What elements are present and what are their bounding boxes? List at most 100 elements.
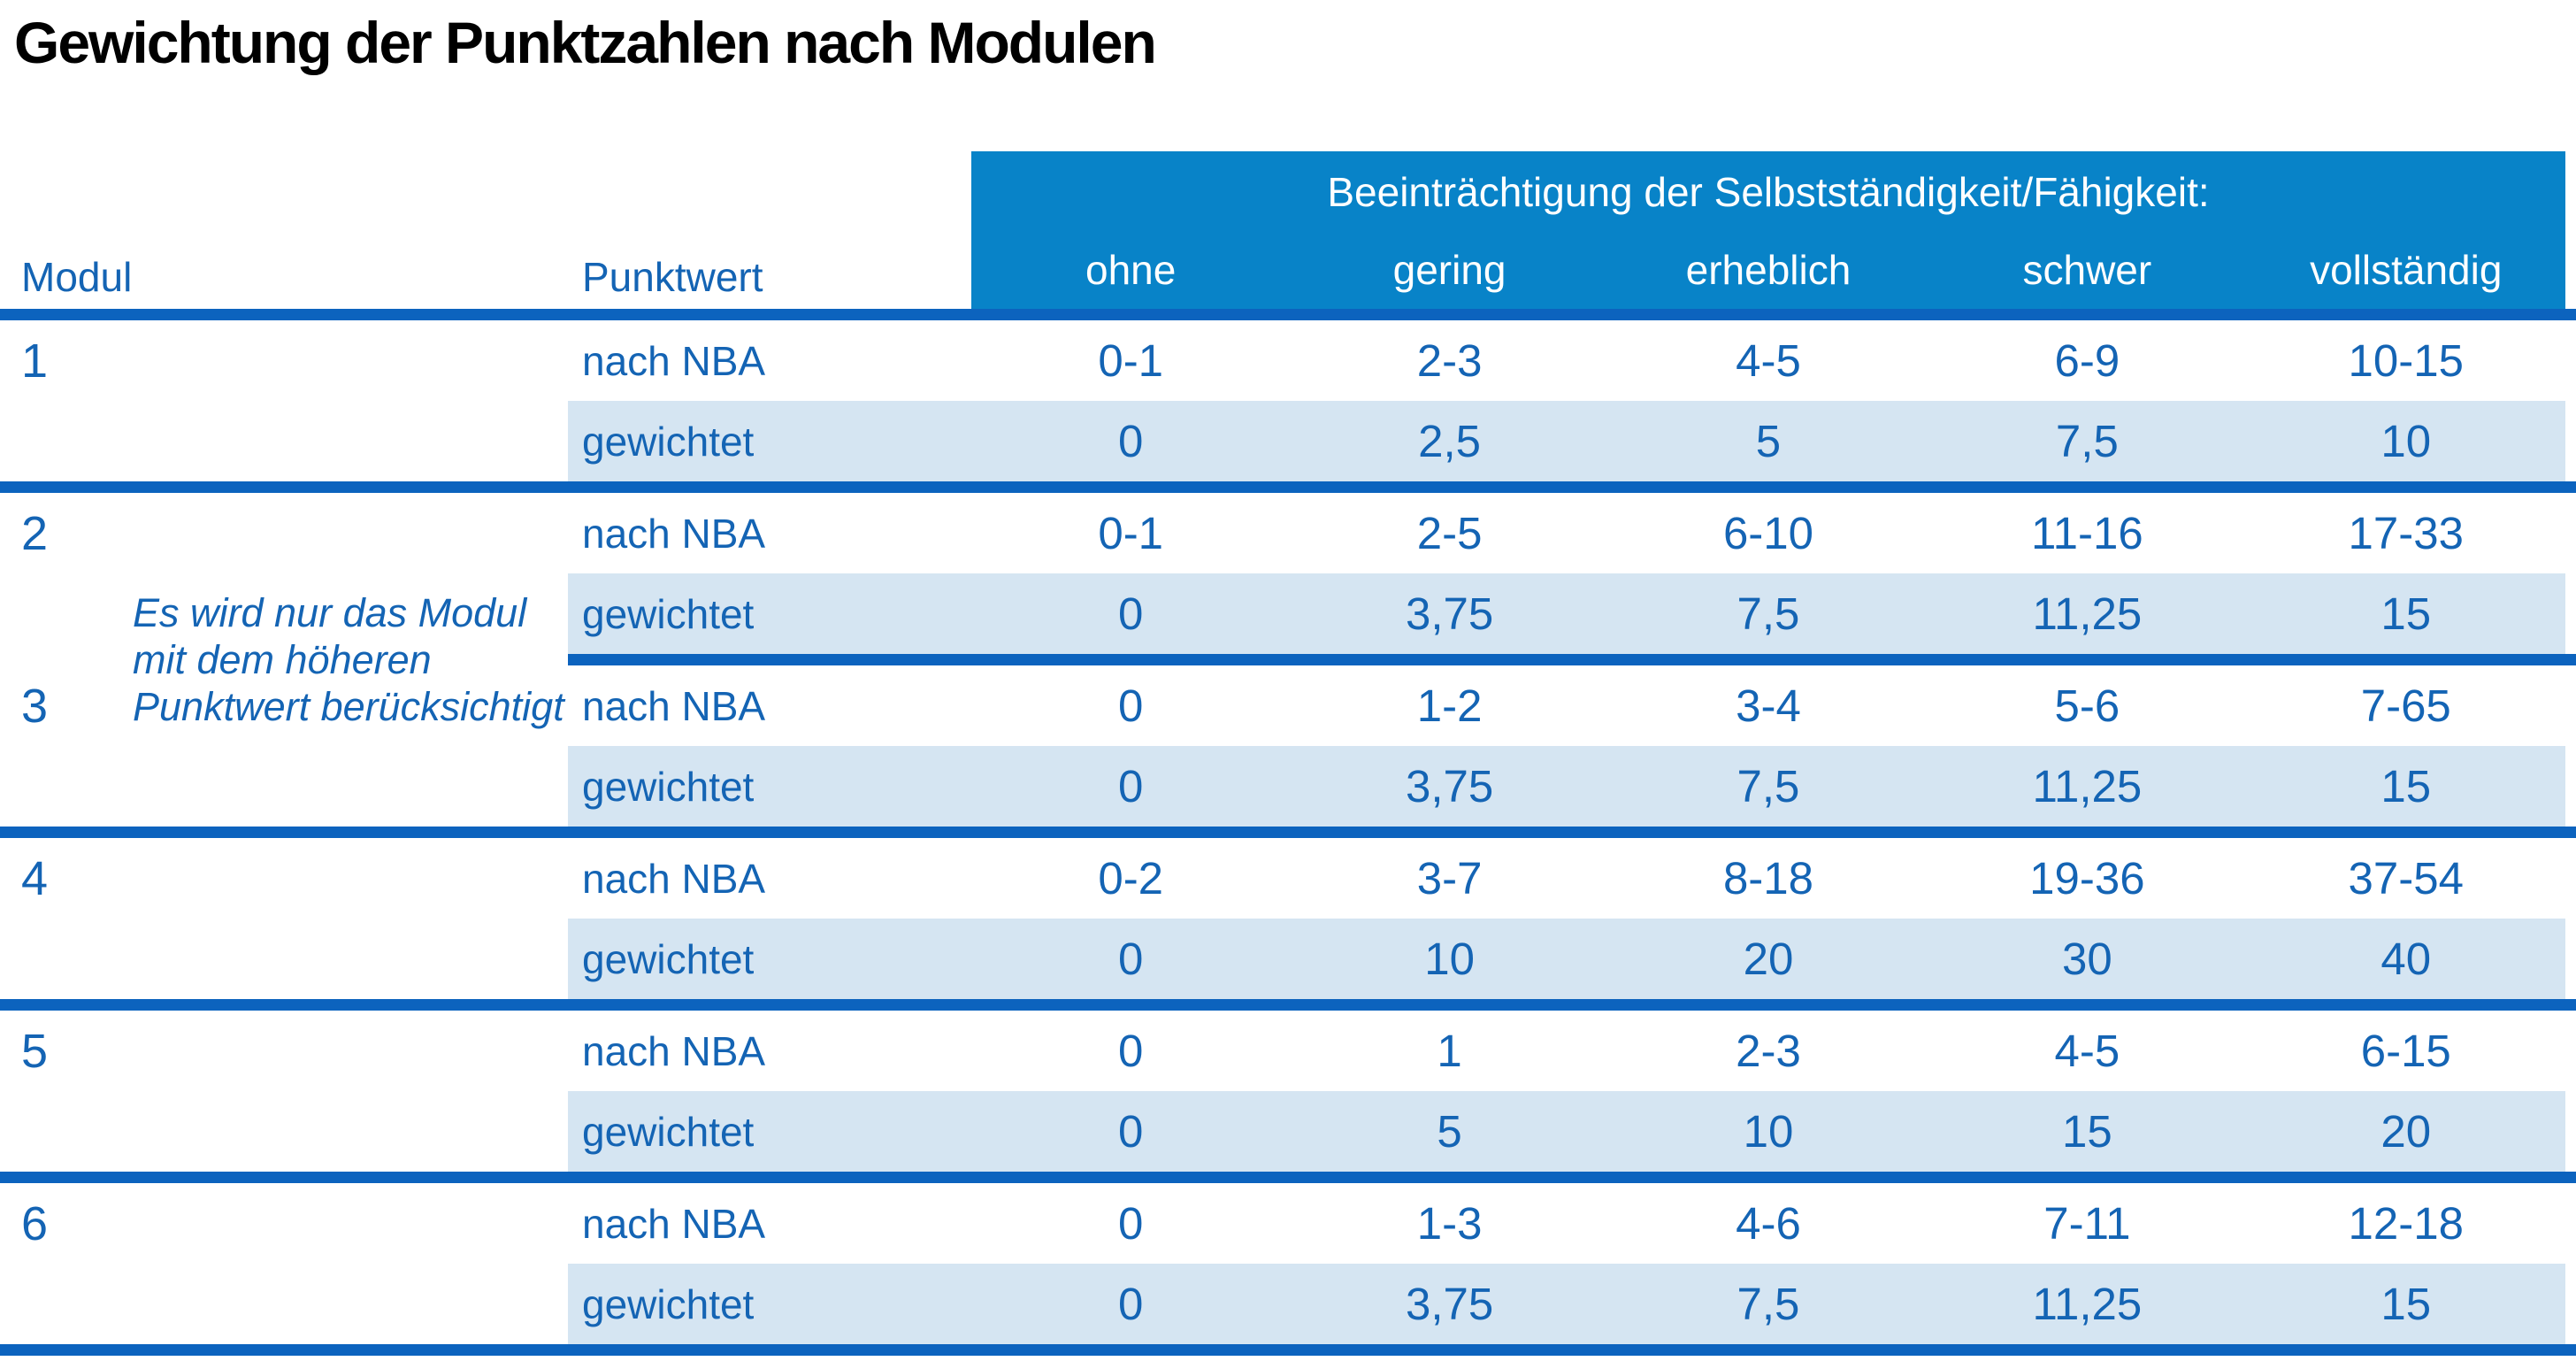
- module-3-nba-values: nach NBA 0 1-2 3-4 5-6 7-65: [568, 665, 2565, 746]
- value-cell: 3,75: [1405, 1279, 1494, 1329]
- value-cell: 10-15: [2348, 335, 2464, 386]
- module-2-nba-row: 2 nach NBA 0-1 2-5 6-10 11-16 17-33: [0, 493, 2576, 573]
- value-cell: 10: [1743, 1106, 1794, 1157]
- module-number: 3: [21, 679, 49, 733]
- value-cell: 11,25: [2032, 761, 2143, 811]
- value-cell: 0: [1118, 680, 1144, 731]
- value-cell: 4-6: [1736, 1198, 1801, 1249]
- value-cell: 3-7: [1416, 853, 1483, 903]
- module-3-weighted-values: gewichtet 0 3,75 7,5 11,25 15: [568, 746, 2565, 827]
- module-number: 4: [21, 851, 49, 905]
- module-number: 2: [21, 506, 49, 560]
- value-cell: 7-11: [2043, 1198, 2131, 1249]
- value-cell: 15: [2380, 761, 2432, 811]
- module-2-weighted-row: gewichtet 0 3,75 7,5 11,25 15: [0, 573, 2576, 654]
- column-header-gering: gering: [1392, 247, 1506, 293]
- row-label-gewichtet: gewichtet: [582, 1280, 755, 1327]
- value-cell: 15: [2062, 1106, 2112, 1157]
- table-body: 1 nach NBA 0-1 2-3 4-5 6-9 10-15 gewicht…: [0, 320, 2576, 1356]
- note-line: Es wird nur das Modul: [133, 590, 527, 635]
- module-5-nba-values: nach NBA 0 1 2-3 4-5 6-15: [568, 1011, 2565, 1091]
- header-divider-line: [0, 309, 2576, 320]
- module-4-weighted-row: gewichtet 0 10 20 30 40: [0, 919, 2576, 999]
- value-cell: 0: [1118, 588, 1144, 639]
- value-cell: 3,75: [1405, 588, 1494, 639]
- value-cell: 5: [1437, 1106, 1462, 1157]
- module-number: 5: [21, 1024, 49, 1078]
- value-cell: 4-5: [1736, 335, 1801, 386]
- value-cell: 7-65: [2360, 680, 2451, 731]
- module-2-nba-values: nach NBA 0-1 2-5 6-10 11-16 17-33: [568, 493, 2565, 573]
- value-cell: 1-2: [1416, 680, 1483, 731]
- row-label-nach-nba: nach NBA: [582, 1027, 766, 1074]
- module-1-weighted-values: gewichtet 0 2,5 5 7,5 10: [568, 401, 2565, 481]
- row-label-nach-nba: nach NBA: [582, 337, 766, 384]
- value-cell: 0: [1118, 761, 1144, 811]
- module-4-nba-values: nach NBA 0-2 3-7 8-18 19-36 37-54: [568, 838, 2565, 919]
- module-5-nba-row: 5 nach NBA 0 1 2-3 4-5 6-15: [0, 1011, 2576, 1091]
- value-cell: 2,5: [1418, 416, 1482, 466]
- value-cell: 0-1: [1098, 335, 1164, 386]
- module-5-weighted-values: gewichtet 0 5 10 15 20: [568, 1091, 2565, 1172]
- row-label-nach-nba: nach NBA: [582, 1200, 766, 1247]
- value-cell: 10: [1424, 934, 1475, 984]
- value-cell: 7,5: [1736, 1279, 1800, 1329]
- value-cell: 5-6: [2054, 680, 2120, 731]
- row-label-gewichtet: gewichtet: [582, 935, 755, 982]
- module-1-weighted-row: gewichtet 0 2,5 5 7,5 10: [0, 401, 2576, 481]
- column-header-punktwert: Punktwert: [582, 254, 763, 300]
- value-cell: 0: [1118, 934, 1144, 984]
- value-cell: 10: [2380, 416, 2432, 466]
- value-cell: 20: [2380, 1106, 2432, 1157]
- value-cell: 1: [1437, 1026, 1462, 1076]
- value-cell: 1-3: [1416, 1198, 1483, 1249]
- module-6-nba-values: nach NBA 0 1-3 4-6 7-11 12-18: [568, 1183, 2565, 1264]
- value-cell: 11,25: [2032, 1279, 2143, 1329]
- column-header-erheblich: erheblich: [1685, 247, 1852, 293]
- module-6-weighted-values: gewichtet 0 3,75 7,5 11,25 15: [568, 1264, 2565, 1344]
- column-header-modul: Modul: [21, 254, 133, 300]
- value-cell: 0: [1118, 1198, 1144, 1249]
- value-cell: 6-9: [2054, 335, 2120, 386]
- value-cell: 37-54: [2348, 853, 2464, 903]
- row-label-gewichtet: gewichtet: [582, 590, 755, 637]
- note-line: mit dem höheren: [133, 637, 432, 682]
- severity-level-headers: ohne gering erheblich schwer vollständig: [971, 247, 2565, 293]
- value-cell: 0: [1118, 1279, 1144, 1329]
- value-cell: 0: [1118, 1106, 1144, 1157]
- module-divider-line: [0, 481, 2576, 493]
- row-label-nach-nba: nach NBA: [582, 855, 766, 902]
- module-divider-line: [0, 999, 2576, 1011]
- value-cell: 0: [1118, 416, 1144, 466]
- value-cell: 3,75: [1405, 761, 1494, 811]
- value-cell: 3-4: [1736, 680, 1801, 731]
- modules-2-3-note: Es wird nur das Modul mit dem höheren Pu…: [133, 589, 564, 730]
- module-1-nba-values: nach NBA 0-1 2-3 4-5 6-9 10-15: [568, 320, 2565, 401]
- value-cell: 40: [2380, 934, 2432, 984]
- impairment-group-header: Beeinträchtigung der Selbstständigkeit/F…: [971, 151, 2565, 309]
- row-label-gewichtet: gewichtet: [582, 763, 755, 810]
- column-header-schwer: schwer: [2022, 247, 2152, 293]
- value-cell: 5: [1755, 416, 1782, 466]
- value-cell: 30: [2062, 934, 2112, 984]
- value-cell: 15: [2380, 588, 2432, 639]
- module-divider-line-partial: [568, 654, 2576, 665]
- module-1-nba-row: 1 nach NBA 0-1 2-3 4-5 6-9 10-15: [0, 320, 2576, 401]
- module-3-weighted-row: gewichtet 0 3,75 7,5 11,25 15: [0, 746, 2576, 827]
- module-3-nba-row: 3 nach NBA 0 1-2 3-4 5-6 7-65: [0, 665, 2576, 746]
- impairment-group-title: Beeinträchtigung der Selbstständigkeit/F…: [1327, 169, 2210, 215]
- value-cell: 7,5: [1736, 761, 1800, 811]
- value-cell: 8-18: [1722, 853, 1814, 903]
- value-cell: 2-3: [1416, 335, 1483, 386]
- module-6-weighted-row: gewichtet 0 3,75 7,5 11,25 15: [0, 1264, 2576, 1344]
- value-cell: 11-16: [2031, 508, 2143, 558]
- module-4-nba-row: 4 nach NBA 0-2 3-7 8-18 19-36 37-54: [0, 838, 2576, 919]
- row-label-nach-nba: nach NBA: [582, 510, 766, 557]
- value-cell: 11,25: [2032, 588, 2143, 639]
- value-cell: 0: [1118, 1026, 1144, 1076]
- value-cell: 19-36: [2029, 853, 2145, 903]
- module-4-weighted-values: gewichtet 0 10 20 30 40: [568, 919, 2565, 999]
- note-line: Punktwert berücksichtigt: [133, 684, 564, 729]
- module-5-weighted-row: gewichtet 0 5 10 15 20: [0, 1091, 2576, 1172]
